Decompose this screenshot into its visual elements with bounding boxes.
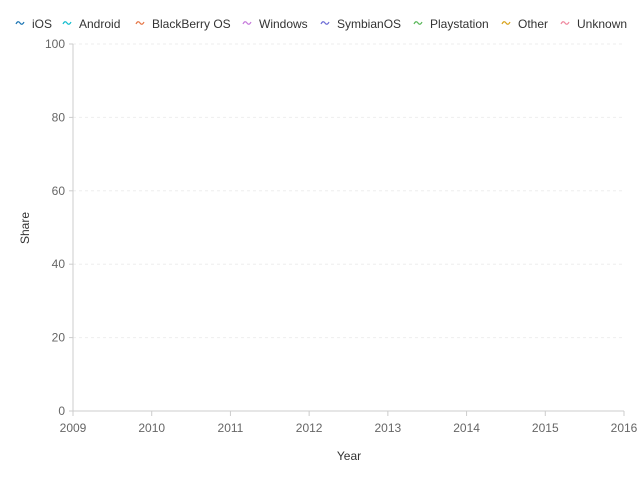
legend-swatch-icon: [501, 21, 511, 25]
grid: [73, 43, 624, 339]
x-tick-label: 2011: [218, 421, 244, 435]
legend-item[interactable]: BlackBerry OS: [135, 17, 231, 31]
legend-label: Unknown: [577, 17, 627, 31]
legend-swatch-icon: [242, 21, 252, 25]
legend-item[interactable]: Unknown: [560, 17, 627, 31]
legend-item[interactable]: Windows: [242, 17, 308, 31]
legend-swatch-icon: [560, 21, 570, 25]
legend-item[interactable]: Other: [501, 17, 548, 31]
legend-swatch-icon: [62, 21, 72, 25]
legend-item[interactable]: Playstation: [413, 17, 489, 31]
x-tick-label: 2012: [296, 421, 323, 435]
legend-label: Windows: [259, 17, 308, 31]
legend-label: Playstation: [430, 17, 489, 31]
y-tick-label: 40: [52, 257, 66, 271]
legend-label: SymbianOS: [337, 17, 401, 31]
x-tick-label: 2015: [532, 421, 559, 435]
legend: iOS Android BlackBerry OS Windows SymbianOS P…: [15, 17, 627, 31]
y-tick-label: 80: [52, 110, 66, 124]
y-tick-label: 100: [45, 37, 65, 51]
legend-item[interactable]: iOS: [15, 17, 52, 31]
legend-swatch-icon: [320, 21, 330, 25]
legend-swatch-icon: [135, 21, 145, 25]
legend-label: Other: [518, 17, 548, 31]
legend-item[interactable]: SymbianOS: [320, 17, 401, 31]
x-axis-label: Year: [337, 449, 361, 463]
x-axis: 2009 2010 2011 2012 2013 2014 2015 2016: [60, 410, 638, 435]
x-tick-label: 2009: [60, 421, 87, 435]
y-axis: 0 20 40 60 80 100: [45, 37, 74, 418]
legend-label: Android: [79, 17, 120, 31]
legend-label: iOS: [32, 17, 52, 31]
x-tick-label: 2013: [375, 421, 402, 435]
y-tick-label: 0: [58, 404, 65, 418]
x-tick-label: 2014: [453, 421, 480, 435]
legend-item[interactable]: Android: [62, 17, 120, 31]
y-tick-label: 60: [52, 184, 66, 198]
y-axis-label: Share: [18, 212, 32, 244]
legend-swatch-icon: [413, 21, 423, 25]
legend-swatch-icon: [15, 21, 25, 25]
x-tick-label: 2016: [611, 421, 638, 435]
x-tick-label: 2010: [138, 421, 165, 435]
y-tick-label: 20: [52, 331, 66, 345]
legend-label: BlackBerry OS: [152, 17, 231, 31]
